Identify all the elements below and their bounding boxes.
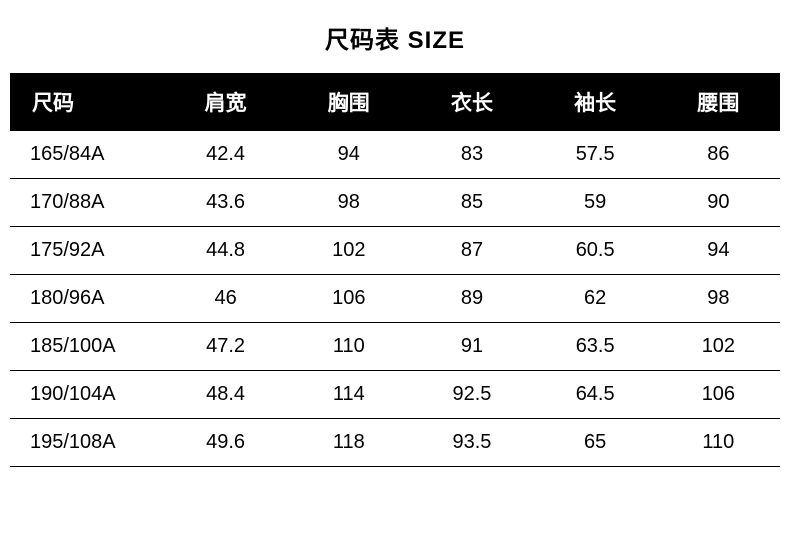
cell-sleeve: 65: [534, 419, 657, 467]
header-waist: 腰围: [657, 73, 780, 131]
cell-waist: 110: [657, 419, 780, 467]
cell-size: 185/100A: [10, 323, 164, 371]
table-row: 175/92A 44.8 102 87 60.5 94: [10, 227, 780, 275]
cell-waist: 106: [657, 371, 780, 419]
table-row: 165/84A 42.4 94 83 57.5 86: [10, 131, 780, 179]
table-row: 195/108A 49.6 118 93.5 65 110: [10, 419, 780, 467]
cell-length: 89: [410, 275, 533, 323]
cell-sleeve: 57.5: [534, 131, 657, 179]
cell-waist: 94: [657, 227, 780, 275]
cell-chest: 102: [287, 227, 410, 275]
cell-sleeve: 59: [534, 179, 657, 227]
size-table: 尺码 肩宽 胸围 衣长 袖长 腰围 165/84A 42.4 94 83 57.…: [10, 73, 780, 467]
cell-waist: 86: [657, 131, 780, 179]
cell-shoulder: 47.2: [164, 323, 287, 371]
cell-length: 92.5: [410, 371, 533, 419]
header-shoulder: 肩宽: [164, 73, 287, 131]
cell-size: 165/84A: [10, 131, 164, 179]
table-row: 185/100A 47.2 110 91 63.5 102: [10, 323, 780, 371]
cell-sleeve: 64.5: [534, 371, 657, 419]
cell-chest: 118: [287, 419, 410, 467]
header-sleeve: 袖长: [534, 73, 657, 131]
cell-chest: 114: [287, 371, 410, 419]
cell-size: 175/92A: [10, 227, 164, 275]
cell-waist: 102: [657, 323, 780, 371]
cell-shoulder: 46: [164, 275, 287, 323]
cell-waist: 90: [657, 179, 780, 227]
cell-shoulder: 44.8: [164, 227, 287, 275]
cell-shoulder: 43.6: [164, 179, 287, 227]
cell-waist: 98: [657, 275, 780, 323]
table-row: 180/96A 46 106 89 62 98: [10, 275, 780, 323]
cell-length: 83: [410, 131, 533, 179]
cell-length: 93.5: [410, 419, 533, 467]
cell-size: 170/88A: [10, 179, 164, 227]
cell-sleeve: 60.5: [534, 227, 657, 275]
cell-size: 195/108A: [10, 419, 164, 467]
cell-shoulder: 49.6: [164, 419, 287, 467]
cell-sleeve: 63.5: [534, 323, 657, 371]
cell-length: 87: [410, 227, 533, 275]
cell-chest: 106: [287, 275, 410, 323]
cell-length: 85: [410, 179, 533, 227]
cell-shoulder: 48.4: [164, 371, 287, 419]
cell-chest: 94: [287, 131, 410, 179]
table-title: 尺码表 SIZE: [10, 20, 780, 55]
cell-length: 91: [410, 323, 533, 371]
header-chest: 胸围: [287, 73, 410, 131]
table-row: 170/88A 43.6 98 85 59 90: [10, 179, 780, 227]
header-length: 衣长: [410, 73, 533, 131]
table-header-row: 尺码 肩宽 胸围 衣长 袖长 腰围: [10, 73, 780, 131]
cell-chest: 98: [287, 179, 410, 227]
cell-shoulder: 42.4: [164, 131, 287, 179]
cell-size: 190/104A: [10, 371, 164, 419]
header-size: 尺码: [10, 73, 164, 131]
table-row: 190/104A 48.4 114 92.5 64.5 106: [10, 371, 780, 419]
cell-sleeve: 62: [534, 275, 657, 323]
cell-size: 180/96A: [10, 275, 164, 323]
cell-chest: 110: [287, 323, 410, 371]
